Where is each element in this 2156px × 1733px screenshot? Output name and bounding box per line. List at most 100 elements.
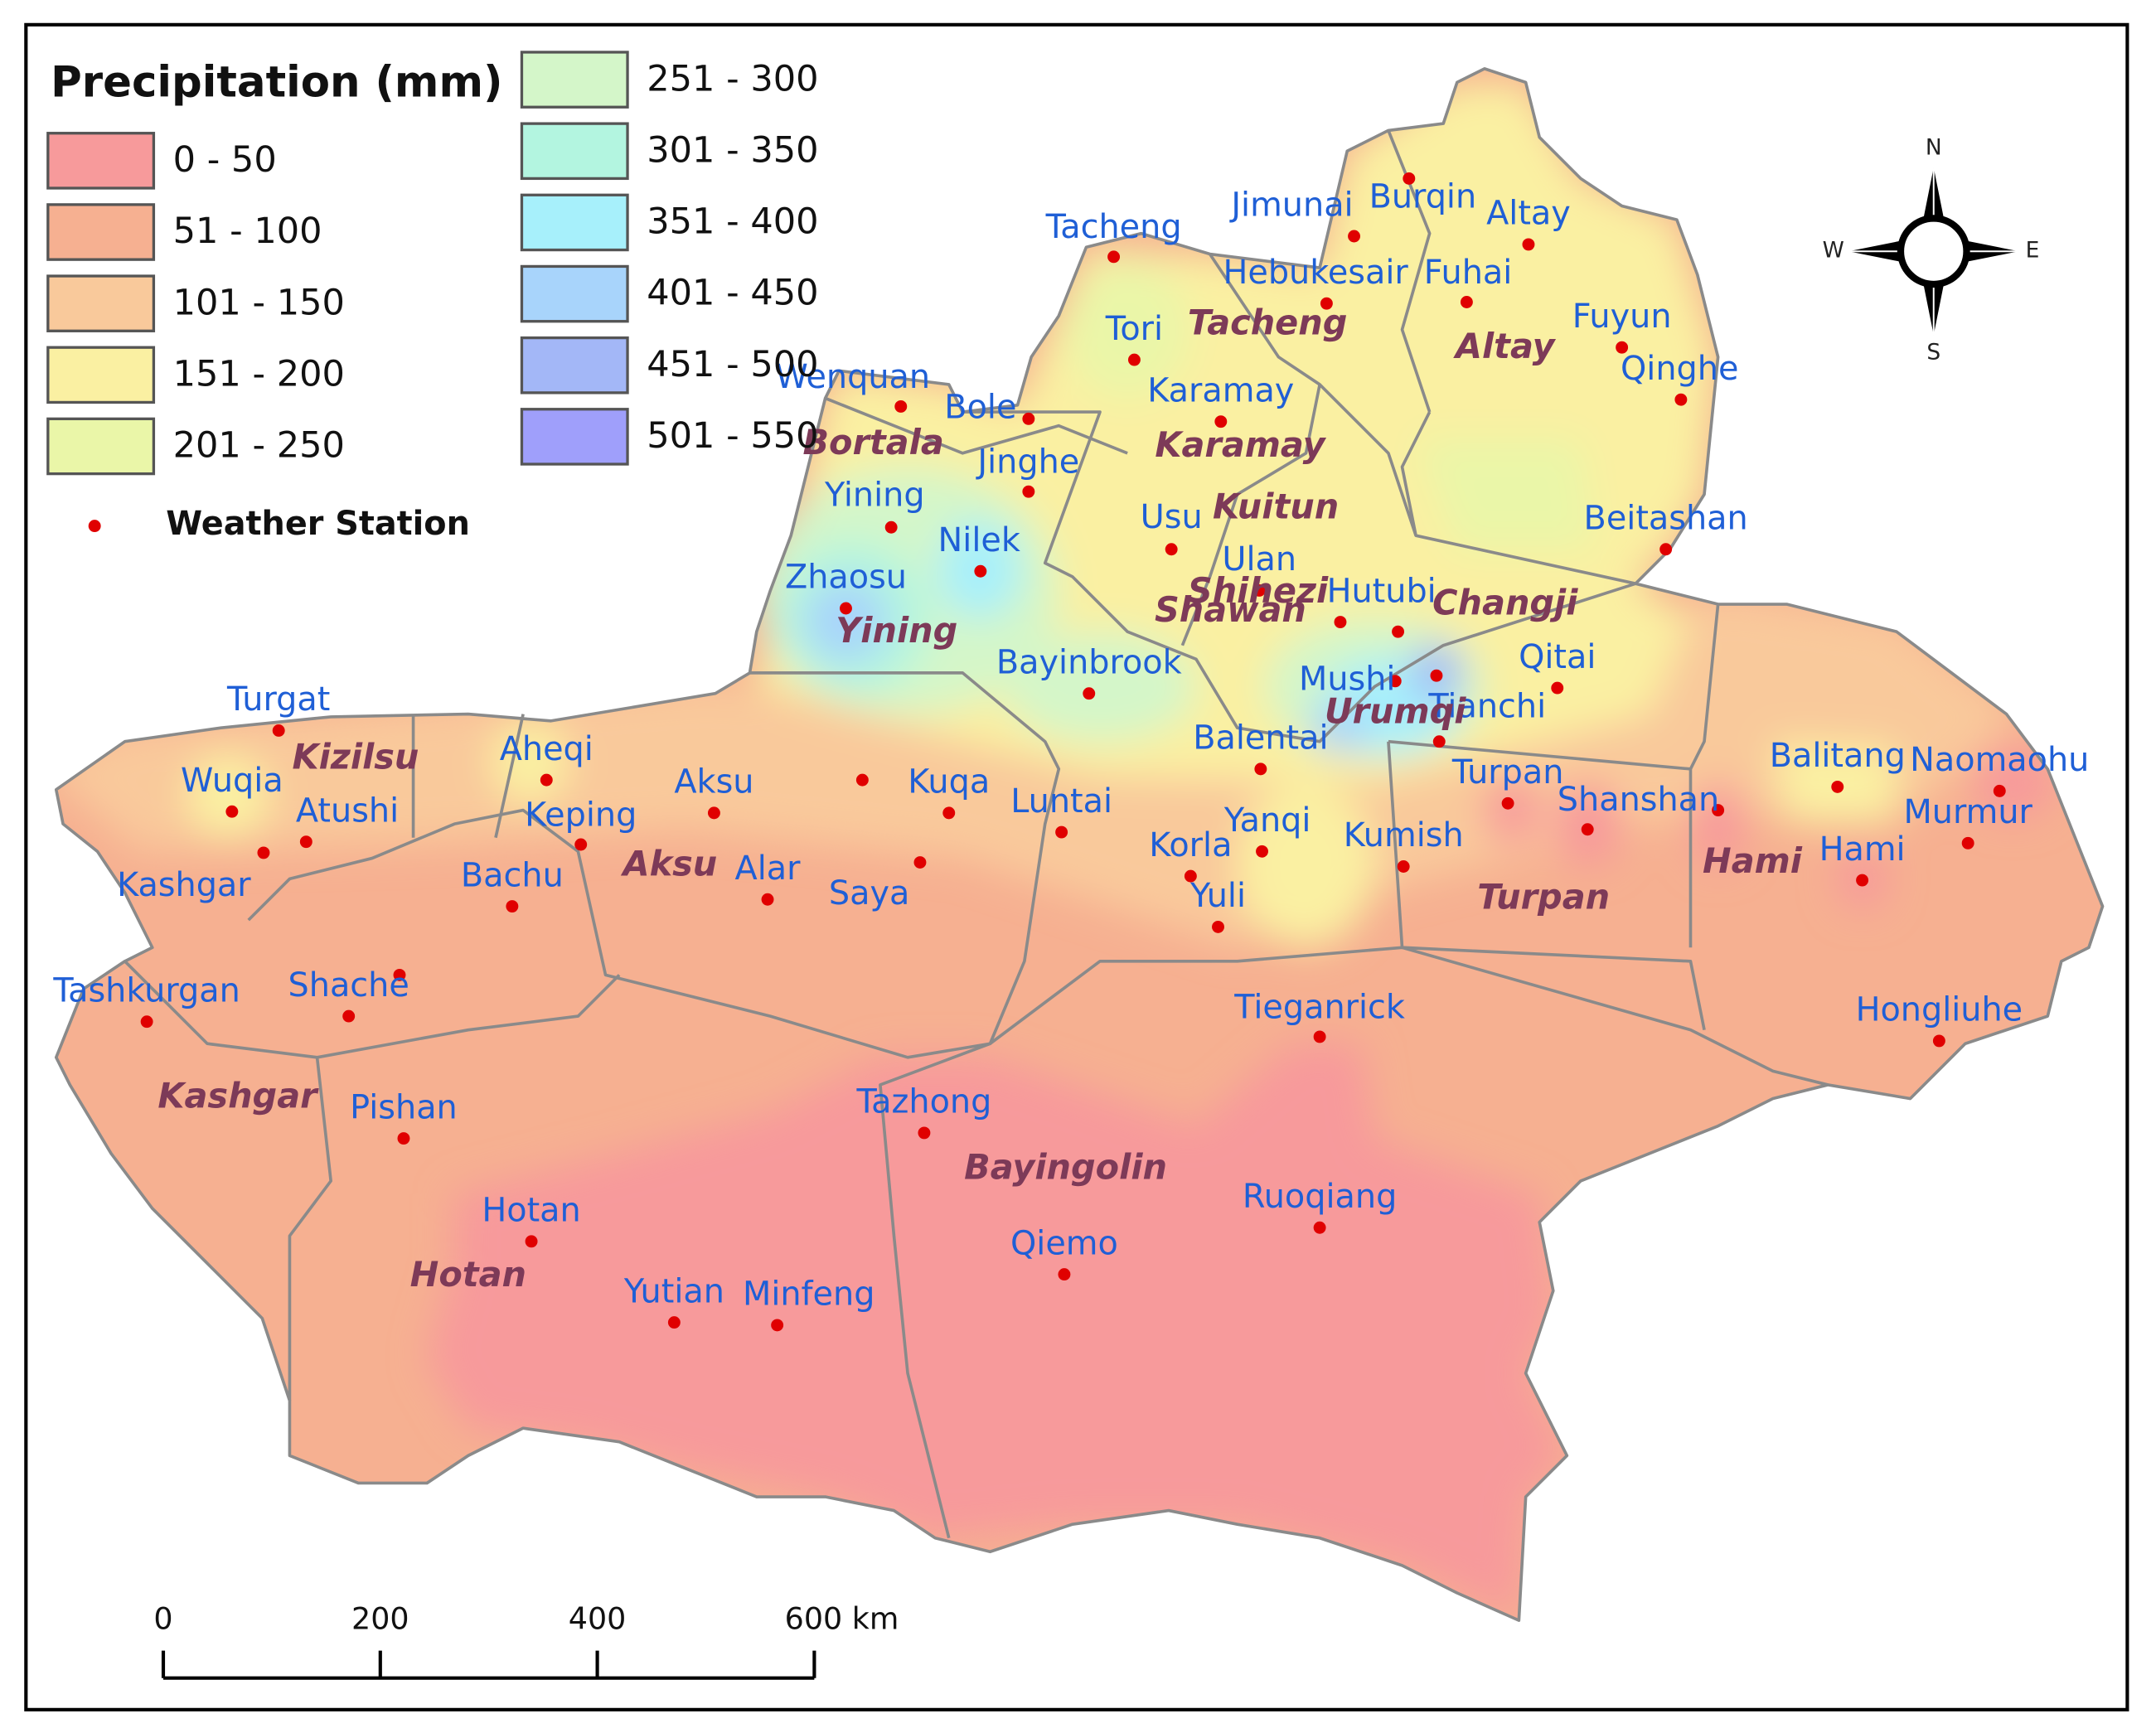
- legend-swatch: [46, 274, 156, 332]
- station-label: Bachu: [461, 856, 564, 894]
- station-dot: [1313, 1030, 1326, 1043]
- compass: N S W E: [1823, 134, 2040, 365]
- station-dot: [1430, 669, 1443, 682]
- station-label: Kashgar: [117, 866, 251, 904]
- station-dot: [1961, 836, 1974, 850]
- station-dot: [1058, 1268, 1071, 1281]
- station-label: Hami: [1819, 830, 1906, 869]
- station-dot: [1252, 584, 1266, 597]
- station-label: Altay: [1486, 195, 1571, 233]
- station-dot: [1712, 804, 1725, 817]
- legend-swatch: [520, 336, 629, 395]
- legend-label: 151 - 200: [173, 353, 345, 395]
- region-label: Aksu: [621, 845, 718, 884]
- station-label: Bole: [944, 388, 1016, 426]
- station-label: Shache: [288, 966, 409, 1004]
- legend-label: 0 - 50: [173, 139, 277, 181]
- station-dot: [272, 724, 285, 737]
- region-label: Altay: [1453, 327, 1557, 366]
- province-outline: [54, 67, 2105, 1622]
- region-label: Yining: [836, 611, 957, 651]
- station-label: Ruoqiang: [1243, 1178, 1397, 1216]
- station-label: Keping: [525, 796, 637, 834]
- station-dot: [1348, 230, 1360, 243]
- legend-swatch: [46, 346, 156, 404]
- station-dot: [1432, 735, 1446, 748]
- scale-label: 400: [569, 1601, 627, 1637]
- station-dot: [1581, 823, 1594, 836]
- station-label: Qiemo: [1010, 1224, 1118, 1262]
- station-dot: [1320, 297, 1333, 310]
- station-dot: [1616, 341, 1629, 354]
- station-label: Usu: [1141, 498, 1203, 536]
- station-dot: [942, 806, 956, 820]
- station-dot: [1214, 415, 1228, 428]
- region-label: Urumqi: [1325, 692, 1466, 732]
- station-label: Kuqa: [908, 763, 990, 801]
- legend-label: 101 - 150: [173, 282, 345, 323]
- station-label: Tieganrick: [1233, 988, 1405, 1026]
- station-label: Tianchi: [1427, 687, 1546, 725]
- region-label: Bortala: [802, 423, 943, 462]
- region-label: Turpan: [1477, 877, 1610, 917]
- station-label: Turpan: [1451, 753, 1564, 791]
- station-dot: [1551, 681, 1564, 695]
- station-dot: [1932, 1034, 1945, 1048]
- station-label: Fuyun: [1572, 298, 1672, 336]
- station-dot: [1165, 543, 1178, 556]
- boundary: [411, 603, 1720, 1031]
- legend-label: 51 - 100: [173, 211, 322, 252]
- legend-station-label: Weather Station: [166, 505, 470, 543]
- station-dot: [1212, 920, 1224, 933]
- scale-bar-line: [161, 1650, 816, 1680]
- legend-swatch: [520, 408, 629, 466]
- region-label: Hotan: [410, 1255, 526, 1295]
- station-label: Hebukesair: [1223, 254, 1408, 292]
- compass-east: E: [2026, 238, 2040, 264]
- station-dot: [140, 1015, 153, 1029]
- station-label: Hotan: [482, 1192, 580, 1230]
- station-label: Mushi: [1299, 660, 1395, 698]
- station-dot: [855, 773, 869, 787]
- station-label: Ulan: [1222, 540, 1296, 578]
- station-dot: [761, 893, 774, 906]
- region-label: Shawan: [1155, 590, 1306, 630]
- station-label: Yanqi: [1223, 801, 1311, 840]
- station-label: Qitai: [1519, 638, 1596, 676]
- station-label: Aheqi: [500, 730, 594, 768]
- station-label: Yuli: [1189, 877, 1246, 915]
- station-dot: [771, 1319, 784, 1332]
- legend-swatch: [520, 51, 629, 109]
- station-label: Alar: [735, 850, 802, 888]
- station-dot: [1392, 625, 1405, 638]
- station-dot: [574, 838, 588, 851]
- compass-ring: [1897, 215, 1970, 288]
- region-label: Kizilsu: [293, 737, 419, 777]
- station-label: Korla: [1149, 826, 1232, 864]
- station-label: Yutian: [623, 1272, 724, 1310]
- station-label: Tori: [1105, 310, 1163, 348]
- station-dot: [1055, 825, 1068, 839]
- station-dot: [225, 805, 239, 818]
- station-dot: [1256, 845, 1268, 858]
- legend-swatch: [520, 264, 629, 323]
- station-label: Atushi: [296, 791, 399, 830]
- scale-label: 200: [351, 1601, 409, 1637]
- station-dot: [1397, 860, 1410, 873]
- station-dot: [913, 856, 927, 869]
- scale-bar: 0 200 400 600 km: [153, 1601, 899, 1680]
- station-dot: [1522, 238, 1535, 251]
- station-label: Luntai: [1010, 782, 1112, 821]
- station-dot: [707, 806, 720, 820]
- station-dot: [1022, 485, 1035, 498]
- regions: TachengAltayKaramayBortalaKuitunShiheziS…: [157, 303, 1802, 1295]
- station-dot: [840, 602, 852, 615]
- legend-station-dot: [88, 520, 101, 533]
- scale-label: 0: [153, 1601, 172, 1637]
- region-boundaries: [54, 67, 2105, 1622]
- station-dot: [1831, 780, 1844, 793]
- station-dot: [342, 1009, 356, 1023]
- region-label: Shihezi: [1188, 571, 1329, 611]
- boundary: [124, 960, 621, 1401]
